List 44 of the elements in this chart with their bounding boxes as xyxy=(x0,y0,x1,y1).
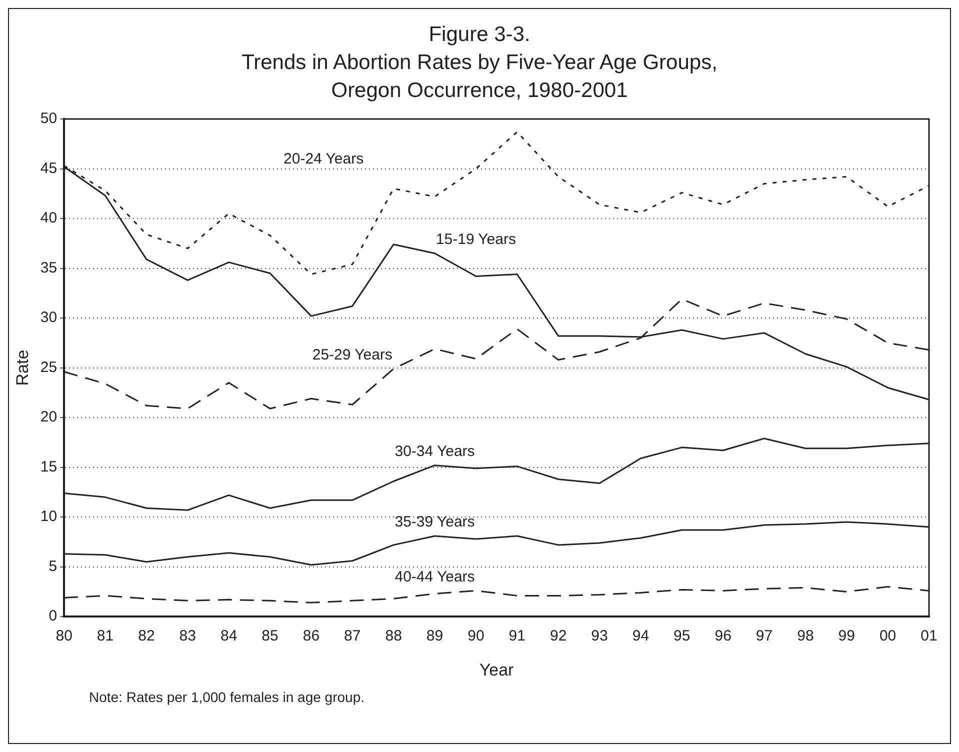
x-tick-label: 90 xyxy=(468,628,484,645)
y-tick-label: 35 xyxy=(40,259,58,276)
x-tick-label: 80 xyxy=(56,628,72,645)
x-tick-label: 99 xyxy=(838,628,855,645)
y-tick-label: 30 xyxy=(40,309,58,326)
x-tick-label: 00 xyxy=(879,628,896,645)
x-axis-title: Year xyxy=(479,660,514,680)
x-tick-label: 89 xyxy=(426,628,444,645)
y-axis-title: Rate xyxy=(12,350,32,386)
x-tick-label: 86 xyxy=(302,628,320,645)
series-label: 30-34 Years xyxy=(394,442,475,460)
x-tick-label: 91 xyxy=(508,628,526,645)
series-label: 15-19 Years xyxy=(436,230,516,248)
y-tick-label: 5 xyxy=(48,558,58,575)
chart-subtitle: Trends in Abortion Rates by Five-Year Age Groups, Oregon Occurrence, 1980-2001 xyxy=(240,50,718,104)
text: 20-24 Years xyxy=(284,150,364,168)
x-tick-label: 87 xyxy=(344,628,361,645)
x-tick-label: 81 xyxy=(96,628,114,645)
series-label: 40-44 Years xyxy=(394,568,475,586)
x-tick-label: 97 xyxy=(756,628,773,645)
y-tick-label: 50 xyxy=(40,110,58,128)
x-tick-label: 92 xyxy=(550,628,567,645)
y-tick-label: 45 xyxy=(40,160,58,177)
x-tick-label: 88 xyxy=(385,628,402,645)
series-label: 35-39 Years xyxy=(394,514,475,531)
y-tick-label: 40 xyxy=(40,210,58,227)
y-tick-label: 0 xyxy=(48,608,58,625)
text: Note: Rates per 1,000 females in age group. xyxy=(88,689,366,705)
y-tick-label: 20 xyxy=(40,408,58,426)
x-tick-label: 95 xyxy=(674,628,690,645)
y-tick-label: 10 xyxy=(40,508,58,526)
series-label: 25-29 Years xyxy=(312,346,392,364)
y-tick-label: 25 xyxy=(40,358,58,376)
x-tick-label: 93 xyxy=(591,628,608,645)
y-tick-label: 15 xyxy=(40,458,58,476)
x-tick-label: 94 xyxy=(632,628,650,645)
x-tick-label: 98 xyxy=(797,628,814,645)
x-tick-label: 85 xyxy=(262,628,278,645)
x-tick-label: 84 xyxy=(220,628,238,645)
x-tick-label: 01 xyxy=(920,628,938,645)
x-tick-label: 83 xyxy=(179,628,196,645)
chart-title: Figure 3-3. xyxy=(428,22,532,48)
x-tick-label: 82 xyxy=(138,628,155,645)
x-tick-label: 96 xyxy=(714,628,732,645)
